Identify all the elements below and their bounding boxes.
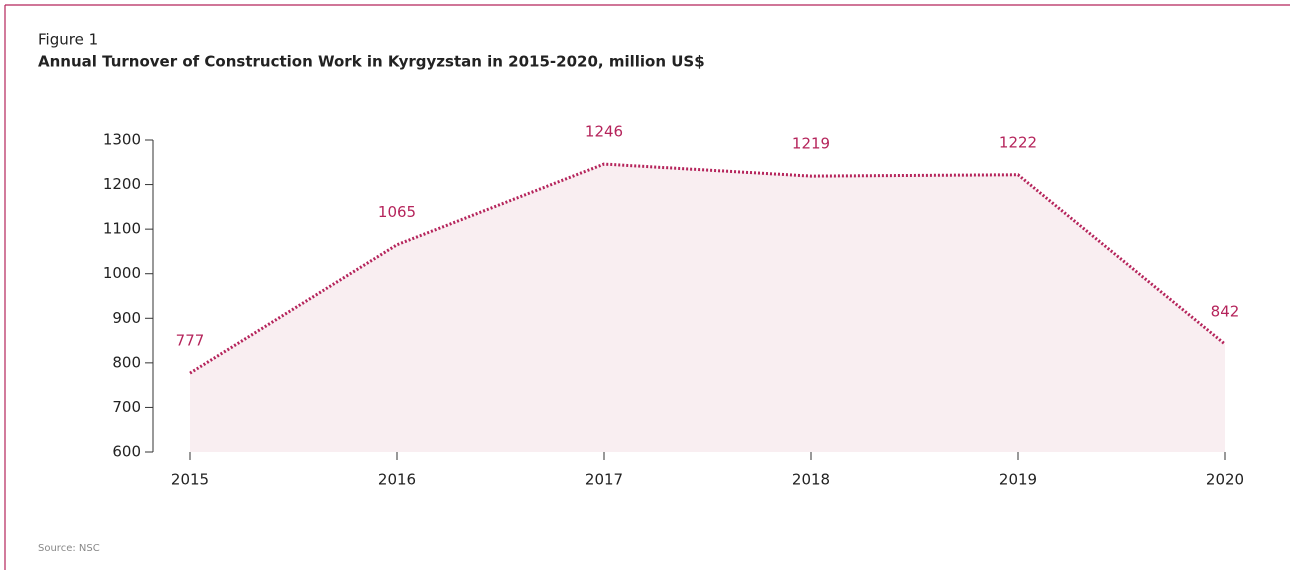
- x-tick-label: 2020: [1206, 471, 1244, 489]
- chart-title: Annual Turnover of Construction Work in …: [38, 53, 705, 71]
- data-label: 842: [1211, 303, 1240, 321]
- data-label: 1219: [792, 135, 830, 153]
- x-tick-label: 2019: [999, 471, 1037, 489]
- source: Source: NSC: [38, 543, 100, 554]
- data-label: 1222: [999, 133, 1037, 151]
- figure-label: Figure 1: [38, 31, 98, 49]
- y-tick-label: 600: [112, 443, 141, 461]
- data-label: 1246: [585, 123, 623, 141]
- x-tick-label: 2015: [171, 471, 209, 489]
- line: [189, 162, 1226, 375]
- x-tick-label: 2016: [378, 471, 416, 489]
- x-tick-label: 2018: [792, 471, 830, 489]
- y-tick-label: 800: [112, 353, 141, 371]
- area: [190, 164, 1225, 452]
- y-tick-label: 1000: [103, 264, 141, 282]
- y-tick-label: 900: [112, 309, 141, 327]
- data-label: 1065: [378, 203, 416, 221]
- y-tick-label: 1200: [103, 175, 141, 193]
- y-tick-label: 1300: [103, 131, 141, 149]
- x-tick-label: 2017: [585, 471, 623, 489]
- y-tick-label: 1100: [103, 220, 141, 238]
- data-label: 777: [176, 332, 205, 350]
- y-tick-label: 700: [112, 398, 141, 416]
